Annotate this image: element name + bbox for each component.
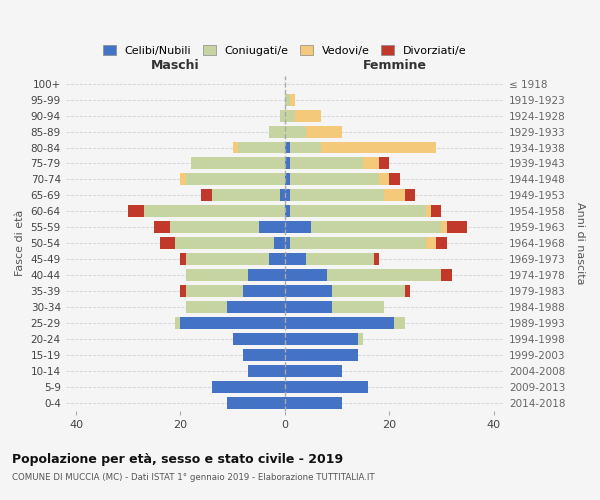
Bar	[285, 126, 305, 138]
Bar	[243, 349, 285, 361]
Bar	[285, 285, 332, 297]
Bar	[285, 301, 332, 313]
Bar	[238, 142, 285, 154]
Bar	[285, 397, 342, 409]
Bar	[144, 206, 285, 218]
Bar	[290, 190, 384, 202]
Bar	[379, 158, 389, 170]
Bar	[185, 301, 227, 313]
Bar	[160, 238, 175, 250]
Bar	[212, 190, 280, 202]
Bar	[311, 222, 442, 234]
Bar	[285, 174, 290, 186]
Bar	[285, 94, 290, 106]
Bar	[379, 174, 389, 186]
Bar	[181, 285, 185, 297]
Bar	[233, 333, 285, 345]
Bar	[436, 238, 446, 250]
Bar	[442, 270, 452, 281]
Bar	[170, 222, 259, 234]
Bar	[185, 270, 248, 281]
Bar	[175, 317, 181, 329]
Y-axis label: Fasce di età: Fasce di età	[15, 210, 25, 276]
Bar	[285, 190, 290, 202]
Bar	[233, 142, 238, 154]
Bar	[202, 190, 212, 202]
Bar	[280, 190, 285, 202]
Bar	[285, 317, 394, 329]
Bar	[259, 222, 285, 234]
Bar	[290, 158, 363, 170]
Bar	[280, 110, 285, 122]
Bar	[185, 285, 243, 297]
Bar	[185, 174, 285, 186]
Legend: Celibi/Nubili, Coniugati/e, Vedovi/e, Divorziati/e: Celibi/Nubili, Coniugati/e, Vedovi/e, Di…	[98, 41, 472, 60]
Bar	[290, 238, 425, 250]
Bar	[332, 301, 384, 313]
Bar	[290, 142, 322, 154]
Bar	[322, 142, 436, 154]
Bar	[154, 222, 170, 234]
Bar	[326, 270, 442, 281]
Bar	[181, 254, 185, 266]
Bar	[274, 238, 285, 250]
Bar	[442, 222, 446, 234]
Bar	[305, 126, 342, 138]
Bar	[431, 206, 442, 218]
Bar	[175, 238, 274, 250]
Bar	[425, 206, 431, 218]
Bar	[243, 285, 285, 297]
Bar	[128, 206, 144, 218]
Bar	[285, 365, 342, 377]
Y-axis label: Anni di nascita: Anni di nascita	[575, 202, 585, 284]
Bar	[185, 254, 269, 266]
Bar	[285, 254, 305, 266]
Bar	[332, 285, 405, 297]
Bar	[181, 317, 285, 329]
Bar	[269, 126, 285, 138]
Bar	[363, 158, 379, 170]
Bar	[181, 174, 185, 186]
Bar	[248, 365, 285, 377]
Bar	[227, 301, 285, 313]
Bar	[227, 397, 285, 409]
Bar	[285, 142, 290, 154]
Bar	[295, 110, 322, 122]
Bar	[285, 238, 290, 250]
Bar	[290, 174, 379, 186]
Bar	[285, 381, 368, 393]
Bar	[290, 206, 425, 218]
Text: Popolazione per età, sesso e stato civile - 2019: Popolazione per età, sesso e stato civil…	[12, 452, 343, 466]
Bar	[358, 333, 363, 345]
Bar	[285, 333, 358, 345]
Bar	[191, 158, 285, 170]
Bar	[446, 222, 467, 234]
Bar	[212, 381, 285, 393]
Bar	[290, 94, 295, 106]
Bar	[374, 254, 379, 266]
Bar	[405, 285, 410, 297]
Bar	[285, 349, 358, 361]
Text: Maschi: Maschi	[151, 60, 200, 72]
Bar	[425, 238, 436, 250]
Bar	[285, 270, 326, 281]
Bar	[285, 110, 295, 122]
Bar	[285, 206, 290, 218]
Bar	[285, 158, 290, 170]
Bar	[248, 270, 285, 281]
Bar	[285, 222, 311, 234]
Bar	[389, 174, 400, 186]
Bar	[405, 190, 415, 202]
Bar	[269, 254, 285, 266]
Bar	[384, 190, 405, 202]
Text: Femmine: Femmine	[362, 60, 427, 72]
Bar	[394, 317, 405, 329]
Bar	[305, 254, 374, 266]
Text: COMUNE DI MUCCIA (MC) - Dati ISTAT 1° gennaio 2019 - Elaborazione TUTTITALIA.IT: COMUNE DI MUCCIA (MC) - Dati ISTAT 1° ge…	[12, 472, 374, 482]
